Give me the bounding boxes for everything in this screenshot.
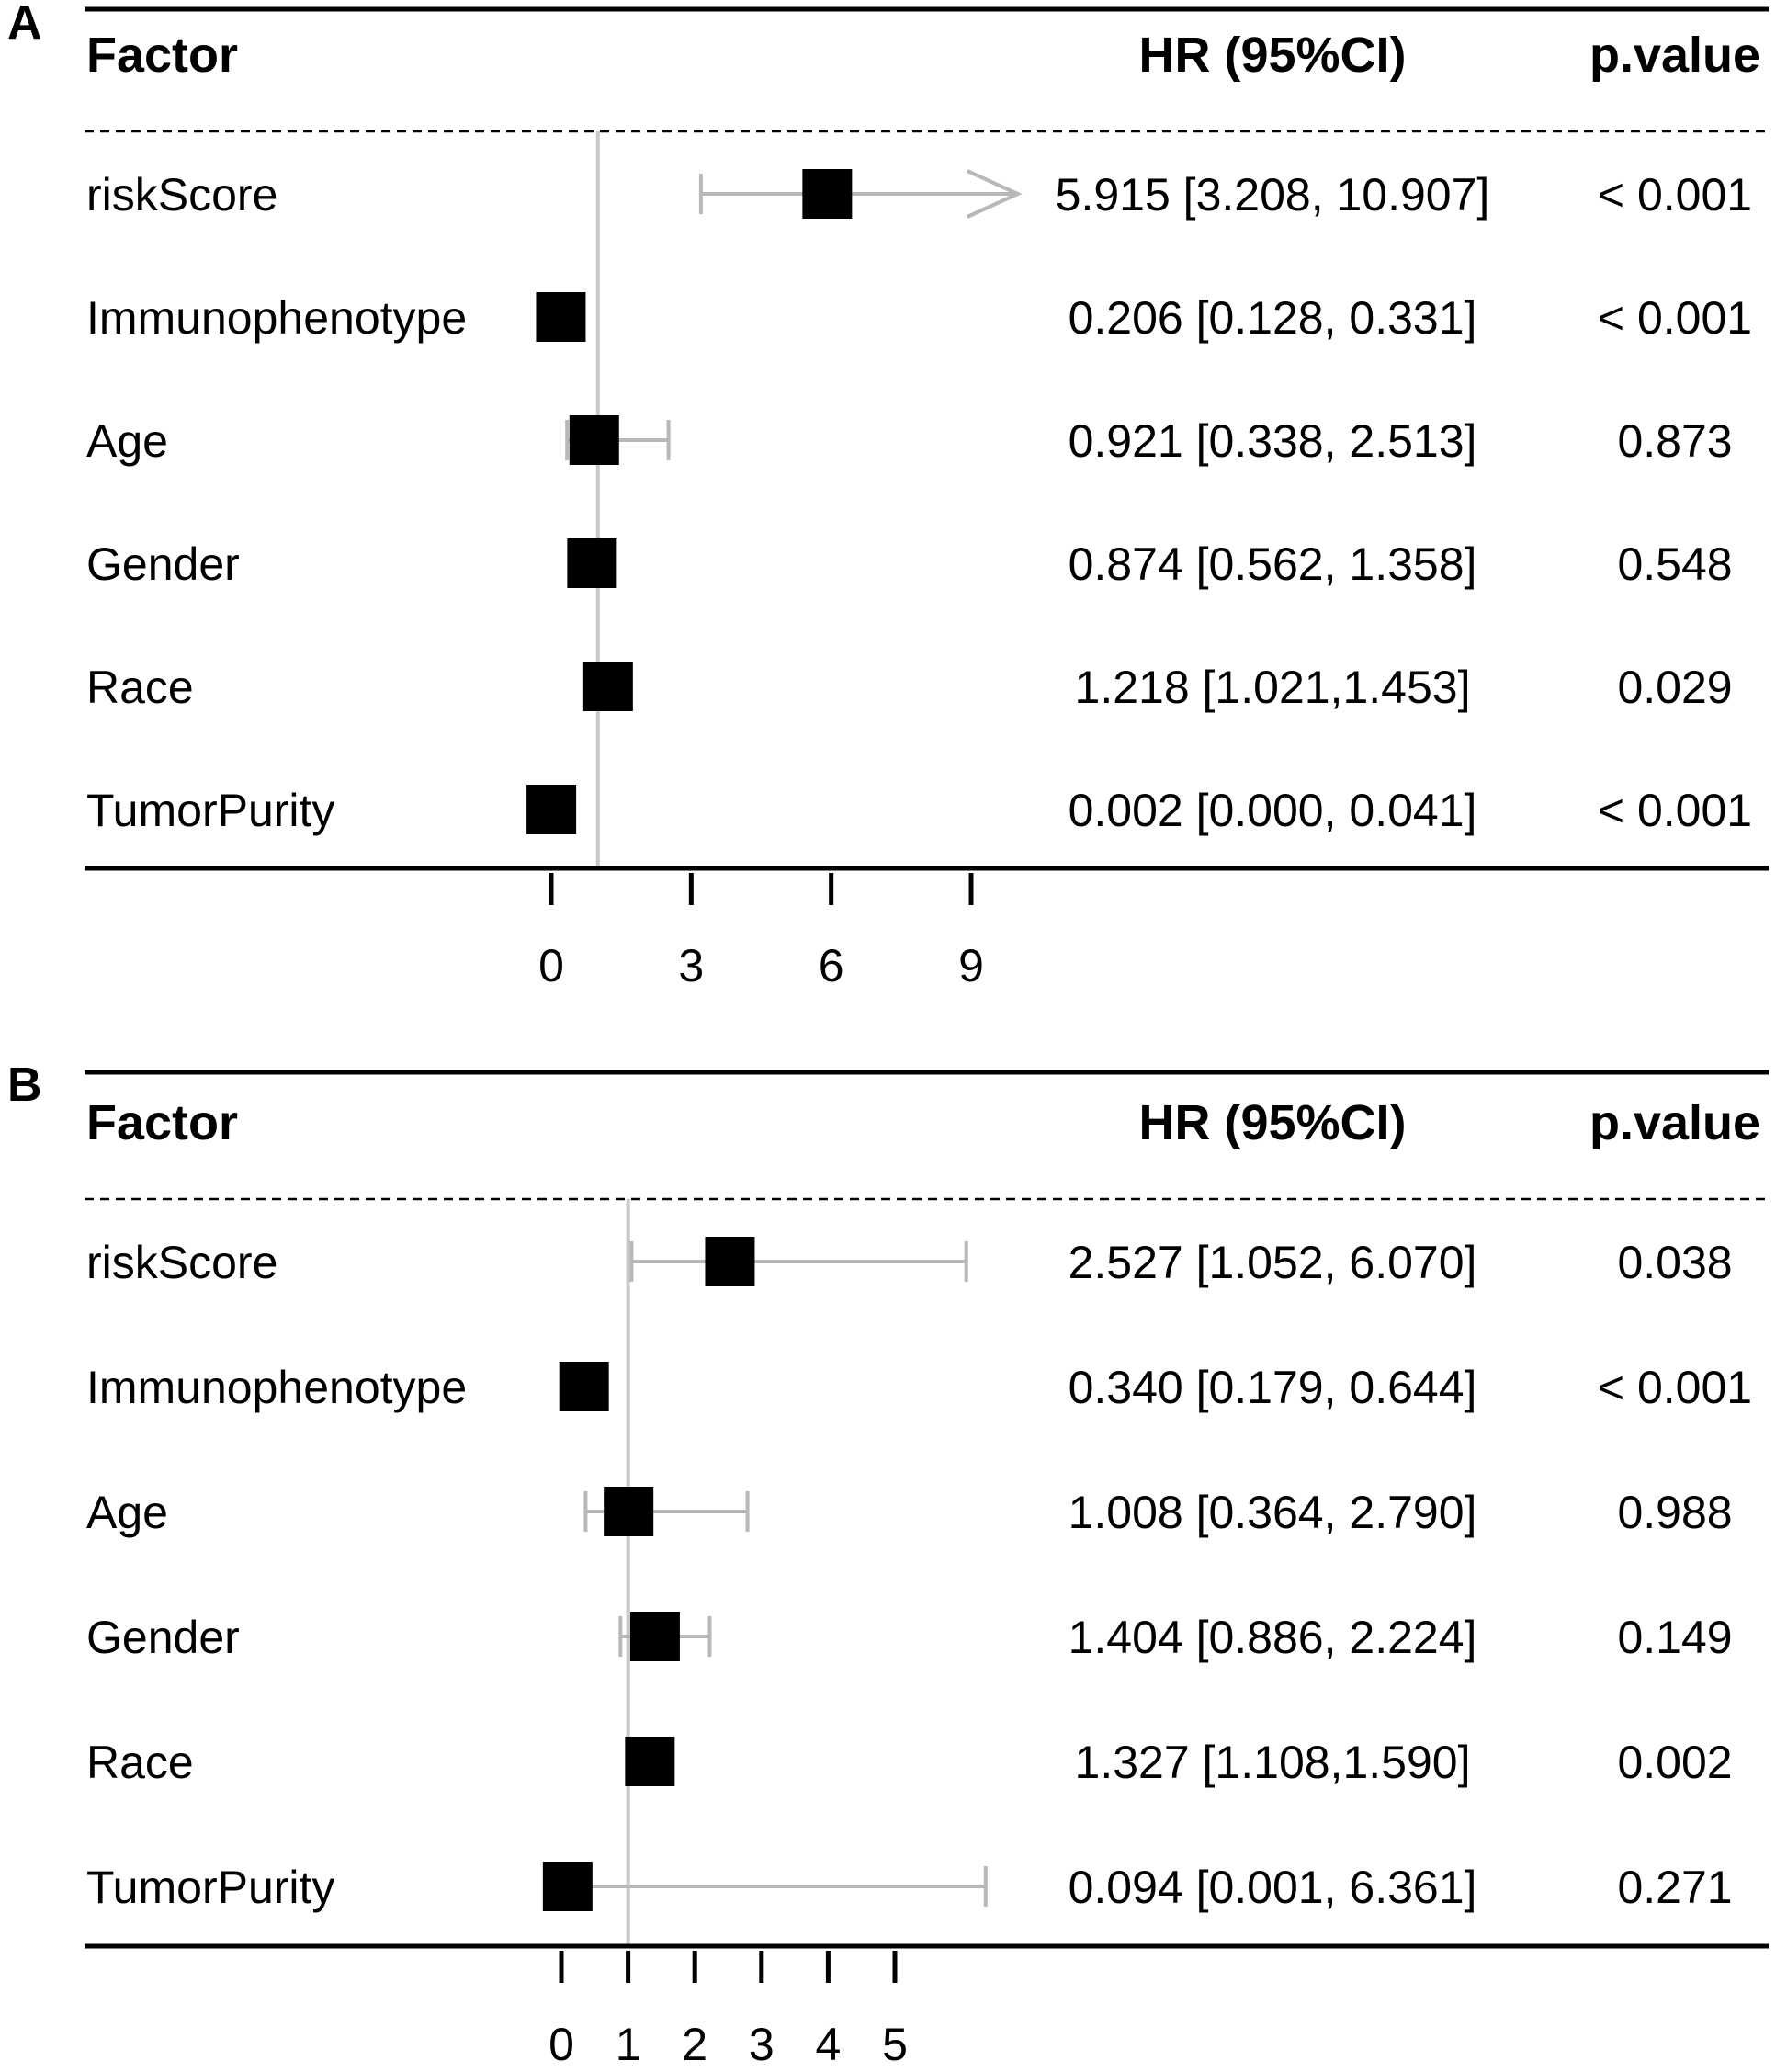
hr-ci-text: 1.218 [1.021,1.453] [1075, 662, 1471, 713]
hr-point-square [629, 1612, 680, 1661]
column-header-factor: Factor [86, 28, 238, 83]
hr-ci-text: 2.527 [1.052, 6.070] [1069, 1237, 1477, 1288]
p-value-text: 0.548 [1617, 538, 1732, 590]
p-value-text: 0.029 [1617, 662, 1732, 713]
p-value-text: 0.002 [1617, 1737, 1732, 1788]
hr-point-square [559, 1362, 609, 1411]
hr-point-square [625, 1737, 675, 1786]
hr-ci-text: 0.002 [0.000, 0.041] [1069, 785, 1477, 836]
column-header-hr: HR (95%CI) [1138, 28, 1406, 83]
axis-tick-label: 4 [815, 2019, 841, 2067]
p-value-text: 0.873 [1617, 415, 1732, 467]
factor-label: Age [86, 1487, 168, 1538]
hr-ci-text: 5.915 [3.208, 10.907] [1056, 169, 1490, 221]
p-value-text: 0.038 [1617, 1237, 1732, 1288]
factor-label: Immunophenotype [86, 1362, 467, 1413]
axis-tick-label: 3 [678, 940, 704, 991]
hr-point-square [582, 662, 633, 711]
hr-ci-text: 0.094 [0.001, 6.361] [1069, 1862, 1477, 1913]
column-header-pvalue: p.value [1589, 1095, 1760, 1150]
panel-label: B [7, 1059, 42, 1112]
axis-tick-label: 9 [958, 940, 984, 991]
ci-clipped-arrow [966, 169, 1023, 219]
column-header-pvalue: p.value [1589, 28, 1760, 83]
axis-tick-label: 1 [616, 2019, 641, 2067]
column-header-factor: Factor [86, 1095, 238, 1150]
factor-label: TumorPurity [86, 785, 334, 836]
hr-ci-text: 1.008 [0.364, 2.790] [1069, 1487, 1477, 1538]
hr-ci-text: 0.340 [0.179, 0.644] [1069, 1362, 1477, 1413]
hr-ci-text: 0.921 [0.338, 2.513] [1069, 415, 1477, 467]
p-value-text: < 0.001 [1598, 1362, 1752, 1413]
axis-tick-label: 6 [819, 940, 844, 991]
factor-label: riskScore [86, 1237, 277, 1288]
hr-point-square [569, 415, 619, 465]
factor-label: riskScore [86, 169, 277, 221]
factor-label: Race [86, 1737, 194, 1788]
axis-tick-label: 2 [682, 2019, 707, 2067]
p-value-text: < 0.001 [1598, 785, 1752, 836]
hr-ci-text: 0.874 [0.562, 1.358] [1069, 538, 1477, 590]
p-value-text: 0.271 [1617, 1862, 1732, 1913]
hr-point-square [604, 1487, 654, 1536]
factor-label: Immunophenotype [86, 292, 467, 344]
hr-ci-text: 0.206 [0.128, 0.331] [1069, 292, 1477, 344]
p-value-text: < 0.001 [1598, 292, 1752, 344]
p-value-text: 0.988 [1617, 1487, 1732, 1538]
factor-label: Race [86, 662, 194, 713]
hr-point-square [567, 538, 617, 588]
axis-tick-label: 3 [749, 2019, 775, 2067]
hr-point-square [542, 1862, 593, 1911]
axis-tick-label: 5 [882, 2019, 908, 2067]
factor-label: TumorPurity [86, 1862, 334, 1913]
hr-point-square [526, 785, 577, 834]
hr-ci-text: 1.404 [0.886, 2.224] [1069, 1612, 1477, 1663]
axis-tick-label: 0 [538, 940, 564, 991]
hr-ci-text: 1.327 [1.108,1.590] [1075, 1737, 1471, 1788]
factor-label: Gender [86, 1612, 240, 1663]
factor-label: Age [86, 415, 168, 467]
hr-point-square [802, 169, 853, 219]
p-value-text: < 0.001 [1598, 169, 1752, 221]
axis-tick-label: 0 [549, 2019, 574, 2067]
column-header-hr: HR (95%CI) [1138, 1095, 1406, 1150]
factor-label: Gender [86, 538, 240, 590]
p-value-text: 0.149 [1617, 1612, 1732, 1663]
panel-label: A [7, 0, 42, 50]
hr-point-square [536, 292, 586, 342]
hr-point-square [705, 1237, 755, 1286]
